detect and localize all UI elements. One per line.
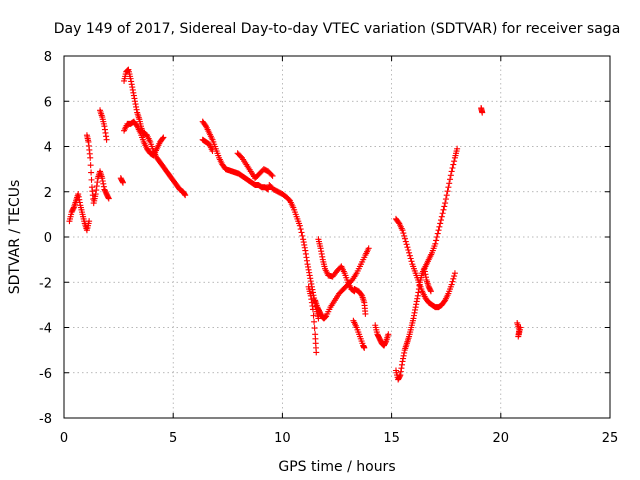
data-point <box>517 324 524 331</box>
data-point <box>103 136 110 143</box>
data-point <box>451 270 458 277</box>
data-point <box>404 244 411 251</box>
data-point <box>403 241 410 248</box>
data-point <box>361 344 368 351</box>
data-point <box>451 273 458 280</box>
x-tick-label: 25 <box>602 431 619 446</box>
data-point <box>405 247 412 254</box>
x-tick-label: 15 <box>383 431 400 446</box>
data-point <box>401 232 408 239</box>
data-point <box>182 192 189 199</box>
data-point <box>160 134 167 141</box>
data-point <box>87 162 94 169</box>
data-point <box>449 278 456 285</box>
data-point <box>442 196 449 203</box>
data-point <box>433 234 440 240</box>
data-point <box>434 230 441 237</box>
data-point <box>438 213 445 220</box>
data-point <box>264 185 271 192</box>
y-tick-label: -8 <box>39 412 52 427</box>
data-point <box>311 318 318 325</box>
data-point <box>365 245 372 252</box>
data-point <box>296 222 303 229</box>
data-point <box>385 331 392 338</box>
data-point <box>401 235 408 242</box>
y-axis-label: SDTVAR / TECUs <box>7 180 23 295</box>
data-point <box>159 135 166 142</box>
data-point <box>313 349 320 356</box>
x-tick-label: 0 <box>60 431 68 446</box>
data-point <box>358 291 365 298</box>
data-points <box>66 66 524 383</box>
data-point <box>311 325 318 332</box>
y-tick-label: 2 <box>44 186 52 201</box>
y-tick-label: 6 <box>44 95 52 110</box>
x-tick-label: 20 <box>493 431 510 446</box>
data-point <box>86 218 93 225</box>
data-point <box>454 145 461 152</box>
x-tick-label: 10 <box>274 431 291 446</box>
x-tick-label: 5 <box>169 431 177 446</box>
data-point <box>437 220 444 227</box>
data-point <box>442 200 449 207</box>
data-point <box>438 217 445 224</box>
data-point <box>105 195 112 202</box>
grid <box>64 56 610 418</box>
data-point <box>443 192 450 199</box>
data-point <box>448 281 455 288</box>
data-point <box>265 186 272 193</box>
y-tick-label: 8 <box>44 50 52 65</box>
data-point <box>269 172 276 179</box>
data-point <box>449 164 456 171</box>
data-point <box>315 315 322 322</box>
data-point <box>479 109 486 116</box>
y-tick-label: 0 <box>44 231 52 246</box>
data-point <box>446 180 453 187</box>
y-tick-label: -2 <box>39 276 52 291</box>
x-axis-label: GPS time / hours <box>278 459 395 475</box>
data-point <box>268 171 275 178</box>
data-point <box>87 154 94 161</box>
data-point <box>309 306 316 313</box>
data-point <box>408 258 415 265</box>
data-point <box>427 288 434 295</box>
data-point <box>299 232 306 239</box>
data-point <box>209 148 216 155</box>
data-point <box>400 230 407 237</box>
data-point <box>440 206 447 213</box>
data-point <box>407 255 414 262</box>
data-point <box>406 249 413 256</box>
data-point <box>406 252 413 259</box>
data-point <box>444 188 451 195</box>
data-point <box>298 229 305 236</box>
data-point <box>450 275 457 282</box>
y-tick-label: -4 <box>39 322 52 337</box>
y-tick-label: 4 <box>44 141 52 156</box>
data-point <box>297 226 304 233</box>
data-point <box>310 312 317 319</box>
data-point <box>435 227 442 234</box>
data-point <box>433 237 440 244</box>
data-point <box>445 184 452 191</box>
chart-title: Day 149 of 2017, Sidereal Day-to-day VTE… <box>54 21 621 37</box>
data-point <box>447 172 454 179</box>
y-tick-label: -6 <box>39 367 52 382</box>
data-point <box>399 227 406 234</box>
data-point <box>432 240 439 247</box>
data-point <box>451 158 458 165</box>
data-point <box>119 179 126 186</box>
data-point <box>88 176 95 183</box>
data-point <box>441 203 448 210</box>
data-point <box>450 161 457 168</box>
axis-ticks: -8 -6 -4 -2 0 2 4 6 8 0 5 10 15 20 25 <box>39 50 618 446</box>
data-point <box>436 223 443 230</box>
data-point <box>402 238 409 245</box>
data-point <box>448 168 455 175</box>
data-point <box>447 176 454 183</box>
data-point <box>362 310 369 317</box>
data-point <box>88 169 95 176</box>
data-point <box>439 210 446 217</box>
